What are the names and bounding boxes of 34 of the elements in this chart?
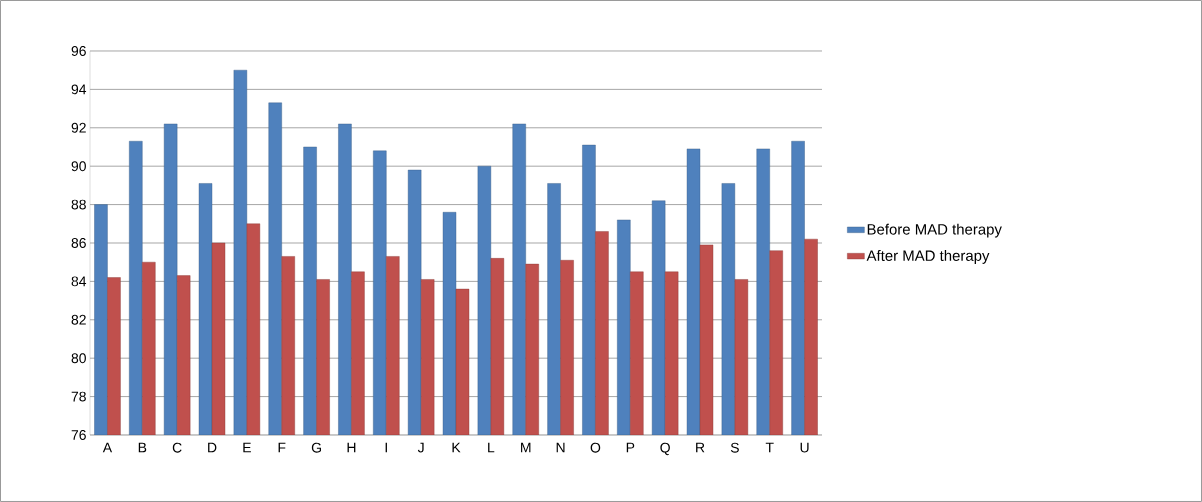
x-tick-label: T <box>765 442 774 453</box>
y-tick-label: 80 <box>71 353 86 364</box>
x-tick-label: A <box>102 442 113 453</box>
x-tick-label: L <box>488 442 495 453</box>
x-tick-label: I <box>385 442 387 453</box>
x-tick-label: N <box>556 442 565 453</box>
x-tick-label: D <box>208 442 217 453</box>
x-tick-label: B <box>138 442 147 453</box>
y-tick-label: 78 <box>71 391 86 402</box>
x-tick-label: K <box>452 442 461 453</box>
x-tick-label: O <box>590 442 601 453</box>
legend-label: Before MAD therapy <box>867 223 1002 238</box>
x-tick-label: J <box>417 442 424 453</box>
x-tick-label: M <box>521 442 531 453</box>
x-tick-label: Q <box>660 442 670 456</box>
x-tick-label: S <box>730 442 739 453</box>
x-tick-label: F <box>278 442 286 453</box>
x-tick-label: E <box>243 442 251 453</box>
y-tick-label: 76 <box>71 430 86 440</box>
y-tick-label: 92 <box>71 122 86 133</box>
x-tick-label: H <box>347 442 356 453</box>
x-tick-label: C <box>172 442 182 453</box>
y-tick-label: 86 <box>71 238 86 248</box>
x-tick-label: U <box>800 442 809 453</box>
y-tick-label: 94 <box>71 84 87 95</box>
x-tick-label: R <box>696 442 705 453</box>
y-tick-label: 88 <box>71 199 86 210</box>
legend-label: After MAD therapy <box>866 249 990 264</box>
y-tick-label: 82 <box>71 314 86 325</box>
x-tick-label: G <box>311 442 321 453</box>
y-tick-label: 84 <box>71 276 87 287</box>
y-tick-label: 90 <box>71 161 86 172</box>
x-tick-label: P <box>626 442 635 453</box>
y-tick-label: 96 <box>71 46 86 56</box>
